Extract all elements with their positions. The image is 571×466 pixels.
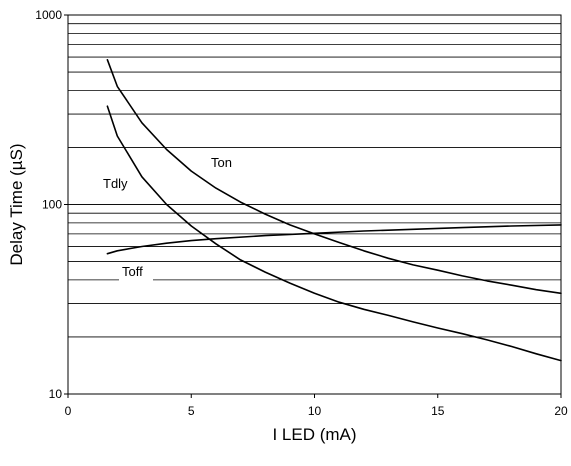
y-tick-label: 1000: [35, 8, 62, 22]
x-tick-label: 10: [308, 404, 322, 418]
y-axis-title: Delay Time (µS): [7, 143, 26, 265]
y-tick-label: 10: [49, 387, 63, 401]
series-label-ton: Ton: [211, 155, 232, 170]
series-group: [106, 59, 562, 362]
series-labels: Ton Tdly Toff: [103, 155, 232, 281]
series-line-toff: [106, 224, 562, 255]
series-label-bg: [119, 263, 153, 281]
series-line-ton: [106, 59, 562, 295]
x-tick-label: 15: [431, 404, 445, 418]
x-tick-label: 5: [188, 404, 195, 418]
axis-ticks: 0 5 10 15 20 10 100 1000: [35, 8, 568, 418]
x-tick-label: 20: [554, 404, 568, 418]
series-line-tdly: [106, 105, 562, 362]
grid: [68, 23, 561, 338]
x-axis-title: I LED (mA): [272, 425, 356, 444]
series-label-toff: Toff: [122, 264, 143, 279]
y-tick-label: 100: [42, 198, 62, 212]
x-tick-label: 0: [65, 404, 72, 418]
series-label-tdly: Tdly: [103, 176, 128, 191]
